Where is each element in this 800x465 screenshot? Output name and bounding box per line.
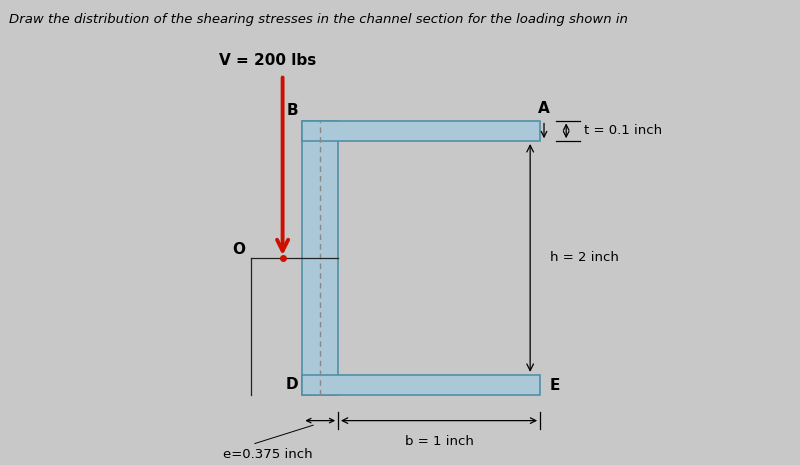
Bar bbox=[302, 120, 540, 141]
Text: B: B bbox=[287, 103, 298, 118]
Bar bbox=[302, 375, 540, 395]
Text: e=0.375 inch: e=0.375 inch bbox=[223, 448, 313, 461]
Text: A: A bbox=[538, 101, 550, 116]
Text: b = 1 inch: b = 1 inch bbox=[405, 435, 474, 448]
Bar bbox=[302, 120, 338, 395]
Text: O: O bbox=[233, 242, 246, 257]
Text: h = 2 inch: h = 2 inch bbox=[550, 252, 619, 265]
Text: D: D bbox=[286, 377, 298, 392]
Text: V = 200 lbs: V = 200 lbs bbox=[219, 53, 317, 68]
Text: Draw the distribution of the shearing stresses in the channel section for the lo: Draw the distribution of the shearing st… bbox=[10, 13, 628, 26]
Text: t = 0.1 inch: t = 0.1 inch bbox=[584, 124, 662, 137]
Text: E: E bbox=[550, 378, 560, 392]
